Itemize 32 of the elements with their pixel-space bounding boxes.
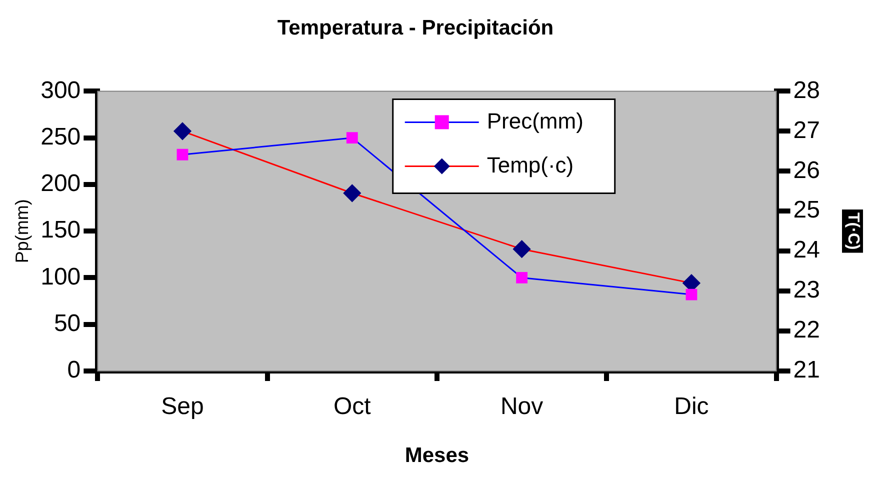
- y2-tick-label: 28: [793, 76, 820, 104]
- point: [513, 240, 531, 258]
- x-axis-title: Meses: [404, 444, 470, 468]
- y2-tick-label: 22: [793, 316, 820, 344]
- x-tick-label: Dic: [674, 393, 709, 420]
- y-tick-label: 100: [40, 263, 81, 290]
- y2-tick-label: 21: [793, 356, 820, 384]
- y2-tick-label: 24: [793, 236, 820, 264]
- y2-axis-title: T(·C): [844, 212, 862, 250]
- point: [343, 184, 361, 202]
- y-tick-label: 250: [40, 123, 81, 150]
- x-tick-label: Nov: [500, 393, 544, 420]
- y2-tick-label: 27: [793, 116, 820, 144]
- chart-title: Temperatura - Precipitación: [277, 16, 554, 40]
- point: [516, 272, 528, 284]
- point: [346, 132, 358, 144]
- y-tick-label: 200: [40, 170, 81, 198]
- x-tick-label: Sep: [161, 393, 204, 420]
- x-tick-label: Oct: [333, 393, 372, 420]
- point: [686, 288, 698, 300]
- legend-label: Temp(·c): [486, 152, 574, 178]
- y-tick-label: 0: [67, 356, 81, 384]
- y2-tick-label: 23: [793, 276, 820, 304]
- y-tick-label: 50: [54, 310, 81, 337]
- y2-tick-label: 26: [793, 156, 820, 184]
- point: [174, 122, 192, 140]
- point: [176, 148, 188, 160]
- legend-label: Prec(mm): [486, 108, 584, 134]
- y-tick-label: 150: [40, 216, 81, 244]
- y2-tick-label: 25: [793, 196, 820, 224]
- y-axis-title: Pp(mm): [12, 199, 32, 264]
- y-tick-label: 300: [40, 76, 81, 104]
